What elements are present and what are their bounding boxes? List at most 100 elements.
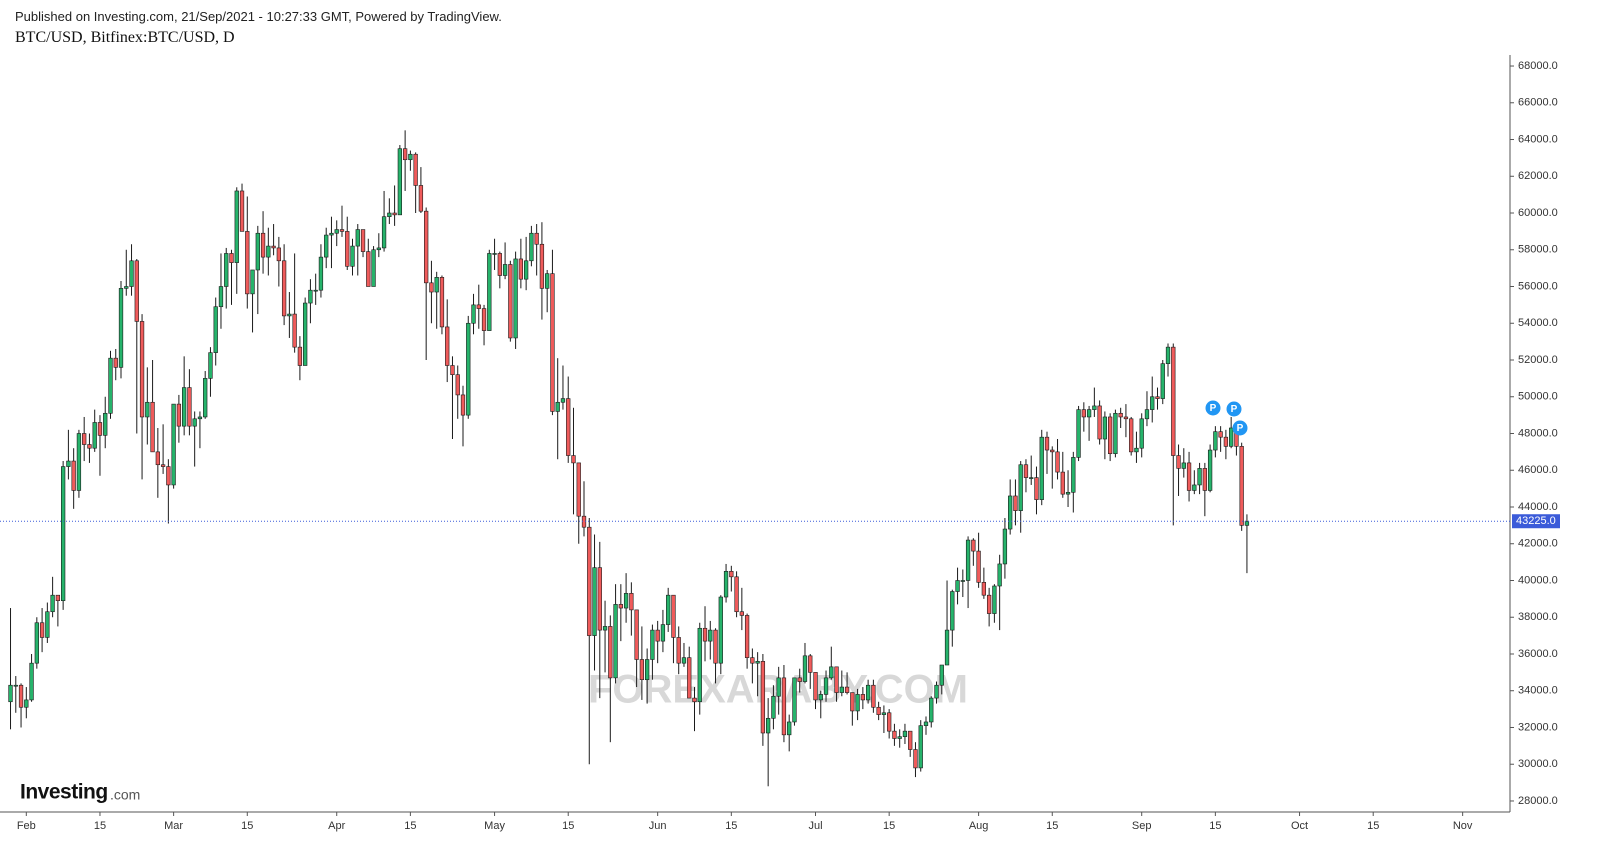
candle-body	[139, 321, 145, 418]
candle-body	[766, 717, 771, 734]
candle-body	[613, 604, 618, 679]
candle-body	[118, 288, 124, 368]
candle-body	[1023, 464, 1029, 478]
candle-body	[808, 655, 813, 673]
candle-body	[1129, 418, 1134, 453]
candle-body	[534, 232, 539, 245]
candle-body	[902, 730, 908, 737]
candle-body	[24, 699, 29, 708]
candle-body	[818, 694, 823, 701]
candle-body	[1118, 412, 1123, 418]
candle-body	[418, 185, 424, 212]
candle-body	[965, 539, 971, 581]
x-tick-label: May	[484, 820, 505, 832]
candle-body	[239, 190, 245, 232]
candle-body	[1218, 431, 1223, 438]
candle-body	[1176, 455, 1181, 469]
candle-body	[1165, 346, 1171, 364]
published-note: Published on Investing.com, 21/Sep/2021 …	[15, 9, 502, 24]
candle-body	[971, 539, 976, 552]
candle-body	[97, 422, 103, 436]
candle-body	[887, 712, 892, 732]
candle-body	[1050, 449, 1055, 453]
candle-body	[387, 212, 392, 217]
candle-body	[1223, 436, 1229, 447]
candle-body	[471, 304, 476, 324]
candle-body	[313, 289, 318, 292]
candle-body	[760, 661, 766, 734]
candle-body	[1239, 446, 1244, 526]
candle-body	[339, 229, 345, 232]
x-tick-label: 15	[1367, 820, 1379, 832]
candle-body	[734, 576, 739, 613]
p-marker	[1205, 400, 1221, 416]
candle-body	[539, 243, 545, 289]
candle-body	[629, 593, 634, 611]
candle-body	[203, 378, 208, 418]
candle-body	[234, 190, 239, 263]
candle-body	[392, 212, 397, 216]
candle-body	[871, 684, 876, 708]
y-tick-label: 52000.0	[1518, 354, 1558, 366]
x-tick-label: 15	[725, 820, 737, 832]
candle-body	[797, 677, 802, 682]
candle-body	[45, 611, 50, 638]
candle-body	[124, 286, 129, 289]
candle-body	[413, 153, 418, 186]
candle-body	[1086, 409, 1092, 418]
candle-body	[739, 611, 744, 616]
candle-body	[1013, 495, 1018, 511]
candle-body	[1186, 462, 1192, 491]
candle-body	[103, 412, 108, 436]
candle-body	[587, 526, 592, 636]
candle-body	[397, 148, 403, 216]
candle-body	[550, 273, 555, 412]
candle-body	[518, 258, 524, 280]
x-tick-label: 15	[883, 820, 895, 832]
candle-body	[18, 684, 24, 708]
candle-body	[355, 229, 360, 247]
candle-body	[502, 264, 508, 276]
candle-body	[697, 627, 702, 703]
candle-body	[434, 277, 439, 293]
p-marker-label: P	[1210, 403, 1217, 414]
x-tick-label: Feb	[17, 820, 36, 832]
p-marker-label: P	[1231, 404, 1238, 415]
x-tick-label: 15	[1209, 820, 1221, 832]
x-tick-label: 15	[241, 820, 253, 832]
candle-body	[718, 596, 723, 664]
candle-body	[792, 677, 797, 723]
candle-body	[955, 580, 960, 592]
y-tick-label: 60000.0	[1518, 207, 1558, 219]
x-tick-label: Apr	[328, 820, 345, 832]
candle-body	[450, 365, 455, 376]
candle-body	[855, 694, 860, 712]
candle-body	[839, 686, 844, 693]
candle-body	[597, 567, 602, 631]
candle-body	[944, 629, 950, 666]
candle-body	[523, 260, 529, 280]
x-tick-label: 15	[562, 820, 574, 832]
x-tick-label: Oct	[1291, 820, 1308, 832]
candle-body	[508, 264, 513, 339]
y-tick-label: 62000.0	[1518, 170, 1558, 182]
candle-body	[171, 403, 176, 486]
candle-body	[29, 662, 34, 701]
candle-body	[182, 387, 187, 427]
candle-body	[771, 695, 776, 719]
candle-body	[8, 684, 13, 703]
candle-body	[39, 622, 45, 638]
candle-body	[345, 231, 350, 267]
candle-body	[129, 260, 134, 287]
candle-body	[545, 273, 550, 289]
candle-body	[571, 455, 576, 464]
candle-body	[176, 403, 182, 427]
candle-body	[255, 232, 260, 271]
candle-body	[1065, 491, 1071, 495]
candle-body	[660, 624, 666, 642]
candle-body	[360, 229, 366, 252]
candle-body	[260, 232, 266, 258]
candle-body	[687, 657, 692, 699]
candle-body	[1071, 457, 1076, 493]
